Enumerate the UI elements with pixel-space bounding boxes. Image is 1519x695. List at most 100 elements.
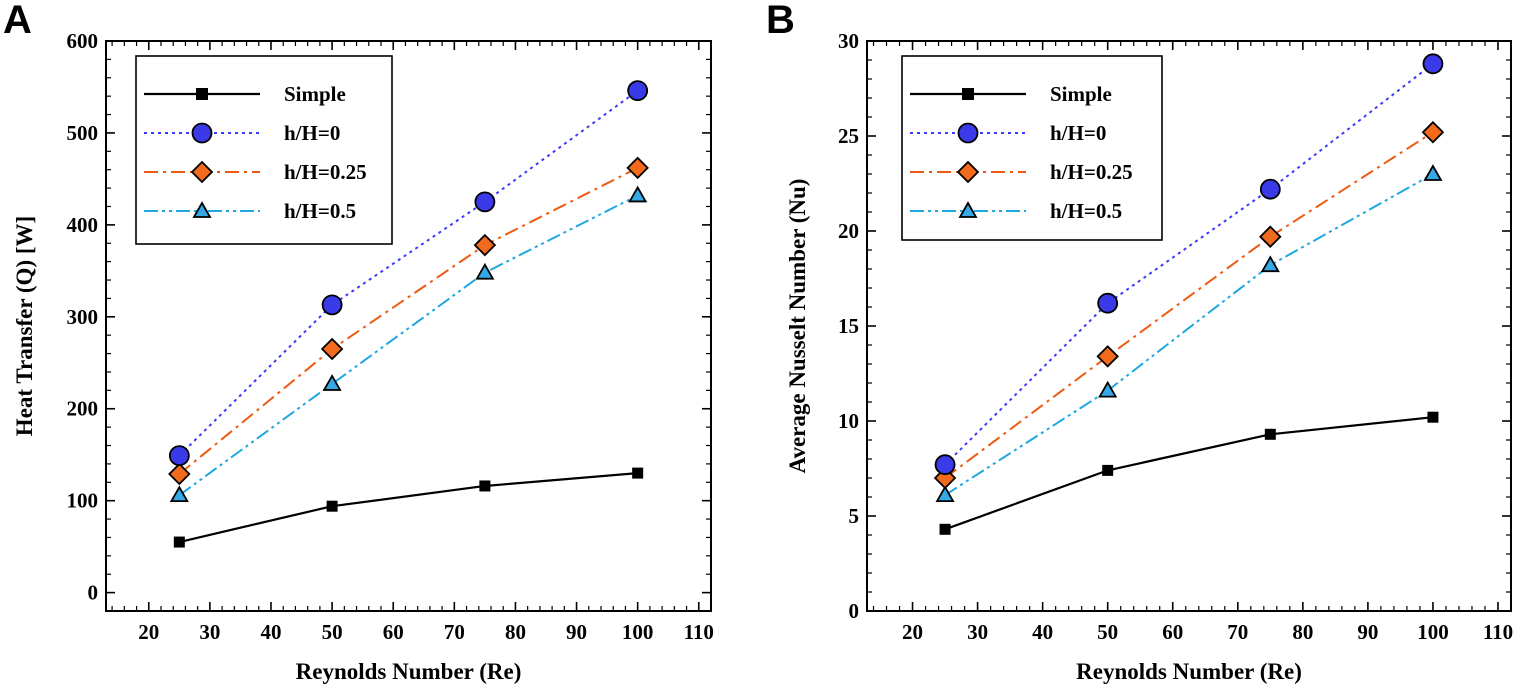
x-tick-label: 50	[1097, 620, 1118, 644]
x-tick-label: 100	[1417, 620, 1449, 644]
data-point-triangle	[628, 185, 648, 203]
legend-label: h/H=0.5	[1050, 199, 1122, 223]
x-tick-label: 90	[566, 620, 587, 644]
x-tick-label: 40	[1032, 620, 1053, 644]
data-point-diamond	[1421, 120, 1445, 144]
y-tick-label: 200	[67, 397, 99, 421]
series-simple	[173, 467, 644, 548]
data-point-diamond	[1259, 225, 1282, 248]
data-point-square	[632, 467, 644, 479]
series-h05	[169, 185, 648, 503]
x-axis-title: Reynolds Number (Re)	[1076, 659, 1302, 684]
y-tick-label: 0	[849, 599, 860, 623]
legend-marker-diamond	[190, 160, 214, 184]
series-h0	[934, 53, 1444, 476]
x-tick-label: 110	[1483, 620, 1513, 644]
y-tick-label: 30	[838, 29, 859, 53]
legend-marker-triangle	[192, 201, 212, 218]
x-tick-label: 70	[444, 620, 465, 644]
x-tick-label: 50	[322, 620, 343, 644]
y-tick-label: 0	[88, 581, 99, 605]
y-tick-label: 20	[838, 219, 859, 243]
data-point-square	[1264, 428, 1276, 440]
x-tick-label: 40	[261, 620, 282, 644]
series-line-simple	[179, 472, 638, 544]
legend-label: h/H=0	[284, 121, 340, 145]
data-point-diamond	[168, 462, 191, 486]
legend-marker-square	[196, 88, 208, 100]
legend-label: h/H=0.25	[284, 160, 367, 184]
x-axis-title: Reynolds Number (Re)	[296, 659, 522, 684]
y-tick-label: 500	[67, 121, 99, 145]
x-tick-label: 90	[1357, 620, 1378, 644]
y-tick-label: 25	[838, 124, 859, 148]
data-point-triangle	[1423, 164, 1443, 181]
legend: Simple h/H=0 h/H=0.25 h/H=0.5	[135, 55, 393, 245]
legend-label: Simple	[284, 82, 346, 106]
data-point-triangle	[1260, 255, 1280, 273]
y-tick-label: 5	[849, 504, 860, 528]
plot-frame	[105, 40, 712, 612]
data-point-triangle	[322, 374, 342, 391]
legend-label: Simple	[1050, 82, 1112, 106]
legend-marker-diamond	[956, 160, 980, 184]
data-point-square	[326, 500, 338, 512]
data-point-square	[1102, 464, 1114, 476]
y-tick-label: 300	[67, 305, 99, 329]
data-point-circle	[1422, 53, 1444, 75]
data-point-triangle	[1098, 380, 1118, 398]
data-point-diamond	[626, 156, 649, 180]
data-point-circle	[1097, 292, 1119, 314]
series-h05	[935, 164, 1443, 503]
data-point-circle	[1259, 178, 1281, 200]
series-line-h025	[944, 131, 1434, 479]
chart-panel-a: A 20 30 40 50 60 70 80 90 100 110 0 100 200 300 400 500 6…	[3, 0, 714, 684]
data-point-circle	[321, 294, 343, 316]
legend-box	[901, 55, 1163, 241]
series-h025	[168, 156, 649, 486]
panel-letter: A	[3, 0, 32, 42]
series-line-h0	[178, 89, 639, 457]
y-tick-label: 10	[838, 409, 859, 433]
x-tick-label: 70	[1227, 620, 1248, 644]
legend-marker-circle	[957, 122, 979, 144]
legend-label: h/H=0.25	[1050, 160, 1133, 184]
y-tick-label: 100	[67, 489, 99, 513]
panel-letter: B	[766, 0, 795, 42]
data-point-circle	[474, 191, 496, 213]
legend-marker-circle	[191, 122, 213, 144]
x-tick-label: 20	[138, 620, 159, 644]
data-point-circle	[934, 454, 956, 476]
x-tick-label: 100	[622, 620, 654, 644]
x-tick-label: 60	[383, 620, 404, 644]
x-tick-label: 30	[967, 620, 988, 644]
x-tick-label: 80	[505, 620, 526, 644]
series-line-simple	[944, 416, 1434, 531]
data-point-circle	[627, 80, 649, 102]
data-point-square	[173, 536, 185, 548]
series-line-h0	[944, 63, 1434, 466]
data-point-diamond	[1096, 345, 1119, 368]
data-point-square	[939, 523, 951, 535]
legend-marker-triangle	[958, 201, 978, 218]
data-point-triangle	[169, 485, 189, 503]
y-tick-label: 400	[67, 213, 99, 237]
legend-label: h/H=0.5	[284, 199, 356, 223]
legend: Simple h/H=0 h/H=0.25 h/H=0.5	[901, 55, 1163, 241]
x-tick-label: 80	[1292, 620, 1313, 644]
legend-label: h/H=0	[1050, 121, 1106, 145]
y-tick-label: 600	[67, 29, 99, 53]
x-tick-label: 30	[199, 620, 220, 644]
data-point-diamond	[320, 337, 344, 361]
x-tick-label: 110	[684, 620, 714, 644]
data-point-diamond	[473, 233, 497, 257]
data-point-triangle	[935, 485, 955, 503]
chart-panel-b: B 20 30 40 50 60 70 80 90 100 110 0 5 10 15 20 25 30 Reyno…	[766, 0, 1513, 684]
series-line-h025	[178, 166, 639, 475]
series-line-h05	[944, 173, 1434, 496]
series-simple	[939, 411, 1439, 535]
y-axis-title: Heat Transfer (Q) [W]	[12, 216, 37, 436]
series-line-h05	[178, 194, 639, 496]
x-tick-label: 20	[902, 620, 923, 644]
